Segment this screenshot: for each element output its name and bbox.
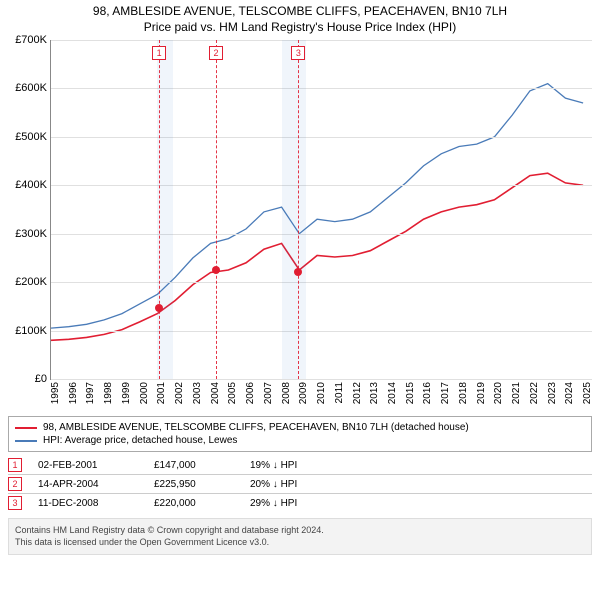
price-chart: £0£100K£200K£300K£400K£500K£600K£700K123 [50, 40, 592, 380]
datapoint-diff: 19% ↓ HPI [250, 460, 350, 471]
x-axis-label: 2021 [511, 382, 522, 404]
x-axis-label: 2004 [210, 382, 221, 404]
datapoint-price: £225,950 [154, 479, 234, 490]
sale-marker [212, 266, 220, 274]
footer-line-2: This data is licensed under the Open Gov… [15, 537, 585, 549]
x-axis-label: 2002 [174, 382, 185, 404]
gridline [51, 282, 592, 283]
x-axis-label: 2023 [547, 382, 558, 404]
sale-marker [294, 268, 302, 276]
title-line-2: Price paid vs. HM Land Registry's House … [0, 20, 600, 34]
x-axis-label: 2017 [440, 382, 451, 404]
chart-svg [51, 40, 592, 379]
series-property [51, 173, 583, 340]
y-axis-label: £500K [15, 131, 51, 143]
sale-marker [155, 304, 163, 312]
datapoint-row: 1 02-FEB-2001 £147,000 19% ↓ HPI [8, 456, 592, 475]
datapoint-price: £220,000 [154, 498, 234, 509]
event-badge: 1 [152, 46, 166, 60]
legend: 98, AMBLESIDE AVENUE, TELSCOMBE CLIFFS, … [8, 416, 592, 452]
sale-datapoints: 1 02-FEB-2001 £147,000 19% ↓ HPI 2 14-APR-200… [8, 456, 592, 512]
gridline [51, 88, 592, 89]
datapoint-price: £147,000 [154, 460, 234, 471]
datapoint-diff: 20% ↓ HPI [250, 479, 350, 490]
x-axis-label: 2001 [156, 382, 167, 404]
gridline [51, 40, 592, 41]
x-axis-label: 2015 [405, 382, 416, 404]
event-line [159, 40, 160, 379]
title-line-1: 98, AMBLESIDE AVENUE, TELSCOMBE CLIFFS, … [0, 4, 600, 18]
legend-swatch [15, 440, 37, 442]
datapoint-date: 14-APR-2004 [38, 479, 138, 490]
legend-row: HPI: Average price, detached house, Lewe… [15, 434, 585, 447]
datapoint-badge: 2 [8, 477, 22, 491]
gridline [51, 185, 592, 186]
gridline [51, 137, 592, 138]
gridline [51, 234, 592, 235]
x-axis-label: 2024 [564, 382, 575, 404]
x-axis-label: 2013 [369, 382, 380, 404]
x-axis-label: 2012 [352, 382, 363, 404]
chart-title-block: 98, AMBLESIDE AVENUE, TELSCOMBE CLIFFS, … [0, 0, 600, 40]
x-axis-label: 2016 [422, 382, 433, 404]
event-badge: 3 [291, 46, 305, 60]
datapoint-date: 02-FEB-2001 [38, 460, 138, 471]
x-axis-label: 2009 [298, 382, 309, 404]
x-axis-label: 2010 [316, 382, 327, 404]
x-axis-label: 1995 [50, 382, 61, 404]
x-axis-label: 2014 [387, 382, 398, 404]
y-axis-label: £400K [15, 179, 51, 191]
x-axis-labels: 1995 1996 1997 1998 1999 2000 2001 2002 2003 2004… [50, 380, 592, 408]
x-axis-label: 2006 [245, 382, 256, 404]
x-axis-label: 2022 [529, 382, 540, 404]
x-axis-label: 2003 [192, 382, 203, 404]
x-axis-label: 2019 [476, 382, 487, 404]
datapoint-badge: 3 [8, 496, 22, 510]
legend-label: 98, AMBLESIDE AVENUE, TELSCOMBE CLIFFS, … [43, 422, 469, 433]
y-axis-label: £200K [15, 276, 51, 288]
recession-band [282, 40, 307, 379]
datapoint-row: 2 14-APR-2004 £225,950 20% ↓ HPI [8, 475, 592, 494]
attribution-footer: Contains HM Land Registry data © Crown c… [8, 518, 592, 555]
x-axis-label: 1997 [85, 382, 96, 404]
gridline [51, 331, 592, 332]
x-axis-label: 2005 [227, 382, 238, 404]
y-axis-label: £300K [15, 228, 51, 240]
event-line [298, 40, 299, 379]
x-axis-label: 2007 [263, 382, 274, 404]
event-badge: 2 [209, 46, 223, 60]
footer-line-1: Contains HM Land Registry data © Crown c… [15, 525, 585, 537]
x-axis-label: 1998 [103, 382, 114, 404]
x-axis-label: 1999 [121, 382, 132, 404]
datapoint-badge: 1 [8, 458, 22, 472]
legend-row: 98, AMBLESIDE AVENUE, TELSCOMBE CLIFFS, … [15, 421, 585, 434]
x-axis-label: 2020 [493, 382, 504, 404]
datapoint-row: 3 11-DEC-2008 £220,000 29% ↓ HPI [8, 494, 592, 512]
datapoint-date: 11-DEC-2008 [38, 498, 138, 509]
x-axis-label: 2008 [281, 382, 292, 404]
event-line [216, 40, 217, 379]
y-axis-label: £0 [35, 373, 51, 385]
y-axis-label: £700K [15, 34, 51, 46]
x-axis-label: 2018 [458, 382, 469, 404]
y-axis-label: £100K [15, 325, 51, 337]
datapoint-diff: 29% ↓ HPI [250, 498, 350, 509]
legend-swatch [15, 427, 37, 429]
legend-label: HPI: Average price, detached house, Lewe… [43, 435, 237, 446]
x-axis-label: 1996 [68, 382, 79, 404]
x-axis-label: 2025 [582, 382, 593, 404]
x-axis-label: 2000 [139, 382, 150, 404]
x-axis-label: 2011 [334, 382, 345, 404]
series-hpi [51, 84, 583, 329]
y-axis-label: £600K [15, 82, 51, 94]
